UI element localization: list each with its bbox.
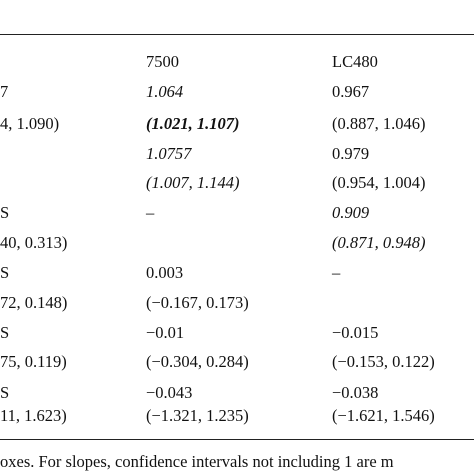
table-footnote: oxes. For slopes, confidence intervals n… xyxy=(0,452,394,471)
row-value-7500: – xyxy=(146,203,155,222)
row-value-lc480: (−0.153, 0.122) xyxy=(332,352,435,371)
table-top-rule xyxy=(0,34,474,35)
row-value-7500: 1.0757 xyxy=(146,144,192,163)
row-value-7500: (1.021, 1.107) xyxy=(146,114,240,133)
row-value-7500: 0.003 xyxy=(146,263,184,282)
row-value-lc480: (0.887, 1.046) xyxy=(332,114,426,133)
row-value-7500: −0.01 xyxy=(146,323,185,342)
row-label: 11, 1.623) xyxy=(0,406,67,425)
row-value-lc480: (0.871, 0.948) xyxy=(332,233,426,252)
row-value-lc480: 0.979 xyxy=(332,144,370,163)
row-value-lc480: −0.015 xyxy=(332,323,379,342)
row-value-7500: (−0.304, 0.284) xyxy=(146,352,249,371)
row-value-7500: (1.007, 1.144) xyxy=(146,173,240,192)
row-value-lc480: 0.967 xyxy=(332,82,370,101)
row-label: 75, 0.119) xyxy=(0,352,67,371)
row-label: 7 xyxy=(0,82,9,101)
row-value-7500: (−1.321, 1.235) xyxy=(146,406,249,425)
row-label: S xyxy=(0,383,10,402)
row-value-lc480: – xyxy=(332,263,341,282)
row-value-lc480: 0.909 xyxy=(332,203,370,222)
row-label: 4, 1.090) xyxy=(0,114,60,133)
row-value-7500: −0.043 xyxy=(146,383,193,402)
table-bottom-rule xyxy=(0,439,474,440)
header-col-lc480: LC480 xyxy=(332,52,378,71)
row-value-lc480: (0.954, 1.004) xyxy=(332,173,426,192)
row-value-7500: 1.064 xyxy=(146,82,184,101)
row-value-lc480: (−1.621, 1.546) xyxy=(332,406,435,425)
row-value-lc480: −0.038 xyxy=(332,383,379,402)
row-label: S xyxy=(0,323,10,342)
row-label: 72, 0.148) xyxy=(0,293,68,312)
row-label: S xyxy=(0,263,10,282)
row-label: 40, 0.313) xyxy=(0,233,68,252)
header-col-7500: 7500 xyxy=(146,52,179,71)
row-value-7500: (−0.167, 0.173) xyxy=(146,293,249,312)
row-label: S xyxy=(0,203,10,222)
